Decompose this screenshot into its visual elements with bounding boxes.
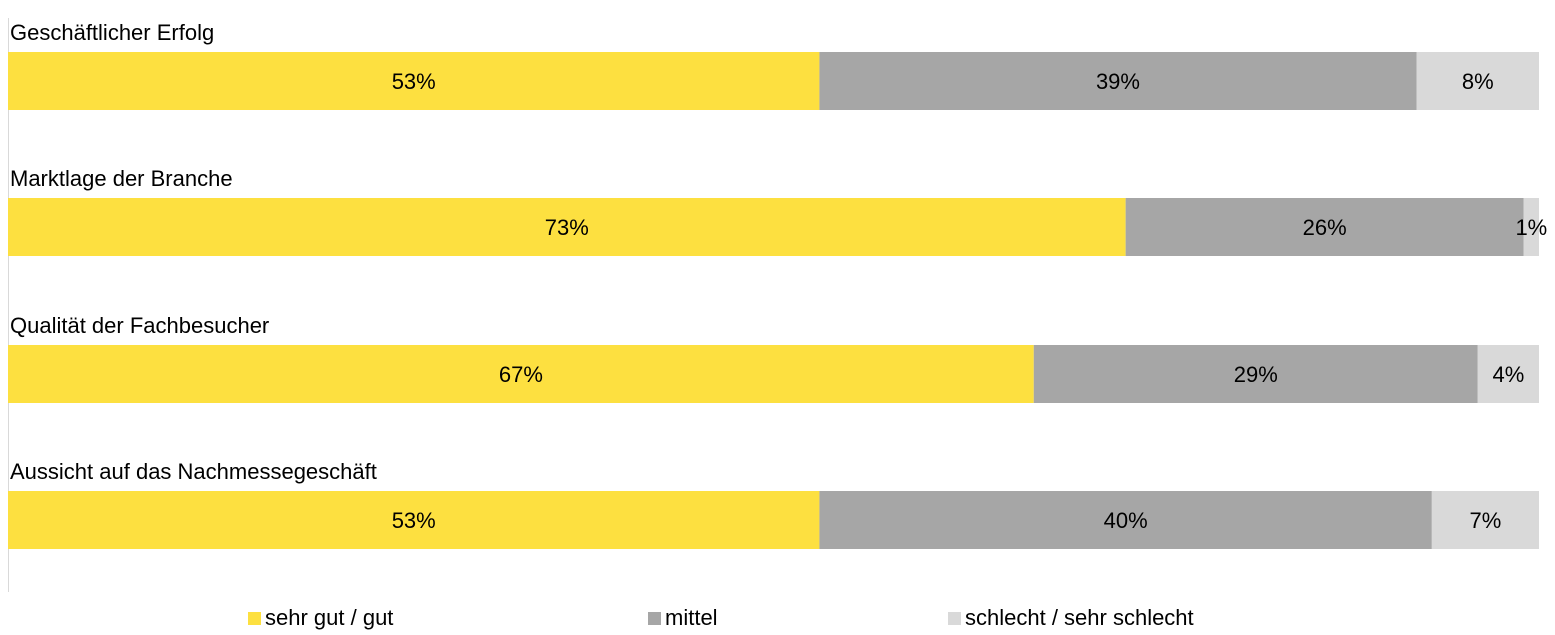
legend-item-mittel: mittel bbox=[648, 604, 718, 632]
category-label-aussicht-auf-das-nachmessegeschaeft: Aussicht auf das Nachmessegeschäft bbox=[10, 459, 377, 484]
category-label-geschaeftlicher-erfolg: Geschäftlicher Erfolg bbox=[10, 20, 214, 45]
legend-swatch-sehr-gut bbox=[248, 611, 261, 625]
data-label-marktlage-der-branche-mittel: 26% bbox=[1303, 215, 1347, 240]
bar-segment-aussicht-auf-das-nachmessegeschaeft-sehr-gut-gut bbox=[8, 491, 820, 549]
data-label-geschaeftlicher-erfolg-sehr-gut-gut: 53% bbox=[392, 69, 436, 94]
data-label-qualitaet-der-fachbesucher-sehr-gut-gut: 67% bbox=[499, 362, 543, 387]
data-label-aussicht-auf-das-nachmessegeschaeft-schlecht-sehr-schlecht: 7% bbox=[1470, 508, 1502, 533]
data-label-marktlage-der-branche-schlecht-sehr-schlecht: 1% bbox=[1515, 215, 1547, 240]
legend-item-sehr-gut: sehr gut / gut bbox=[248, 604, 393, 632]
category-label-marktlage-der-branche: Marktlage der Branche bbox=[10, 166, 233, 191]
data-label-geschaeftlicher-erfolg-schlecht-sehr-schlecht: 8% bbox=[1462, 69, 1494, 94]
data-label-marktlage-der-branche-sehr-gut-gut: 73% bbox=[545, 215, 589, 240]
bar-segment-marktlage-der-branche-schlecht-sehr-schlecht bbox=[1523, 198, 1539, 256]
data-label-geschaeftlicher-erfolg-mittel: 39% bbox=[1096, 69, 1140, 94]
bar-segment-aussicht-auf-das-nachmessegeschaeft-schlecht-sehr-schlecht bbox=[1431, 491, 1539, 549]
bar-segment-marktlage-der-branche-mittel bbox=[1125, 198, 1524, 256]
bar-segment-qualitaet-der-fachbesucher-schlecht-sehr-schlecht bbox=[1477, 345, 1539, 403]
bar-segment-qualitaet-der-fachbesucher-mittel bbox=[1033, 345, 1478, 403]
bar-segment-geschaeftlicher-erfolg-sehr-gut-gut bbox=[8, 52, 820, 110]
legend-swatch-schlecht bbox=[948, 611, 961, 625]
bar-segment-aussicht-auf-das-nachmessegeschaeft-mittel bbox=[819, 491, 1432, 549]
legend-item-schlecht: schlecht / sehr schlecht bbox=[948, 604, 1194, 632]
data-label-qualitaet-der-fachbesucher-schlecht-sehr-schlecht: 4% bbox=[1492, 362, 1524, 387]
bar-segment-geschaeftlicher-erfolg-schlecht-sehr-schlecht bbox=[1416, 52, 1539, 110]
bar-segment-qualitaet-der-fachbesucher-sehr-gut-gut bbox=[8, 345, 1034, 403]
legend-label-mittel: mittel bbox=[665, 605, 718, 630]
data-label-aussicht-auf-das-nachmessegeschaeft-mittel: 40% bbox=[1104, 508, 1148, 533]
bar-segment-geschaeftlicher-erfolg-mittel bbox=[819, 52, 1417, 110]
legend-label-schlecht: schlecht / sehr schlecht bbox=[965, 605, 1194, 630]
legend-label-sehr-gut: sehr gut / gut bbox=[265, 605, 394, 630]
legend-swatch-mittel bbox=[648, 611, 661, 625]
data-label-aussicht-auf-das-nachmessegeschaeft-sehr-gut-gut: 53% bbox=[392, 508, 436, 533]
bars-layer: Geschäftlicher Erfolg 53% 39% 8% Marktlage d… bbox=[8, 20, 1547, 549]
data-label-qualitaet-der-fachbesucher-mittel: 29% bbox=[1234, 362, 1278, 387]
bar-segment-marktlage-der-branche-sehr-gut-gut bbox=[8, 198, 1126, 256]
category-label-qualitaet-der-fachbesucher: Qualität der Fachbesucher bbox=[10, 313, 269, 338]
